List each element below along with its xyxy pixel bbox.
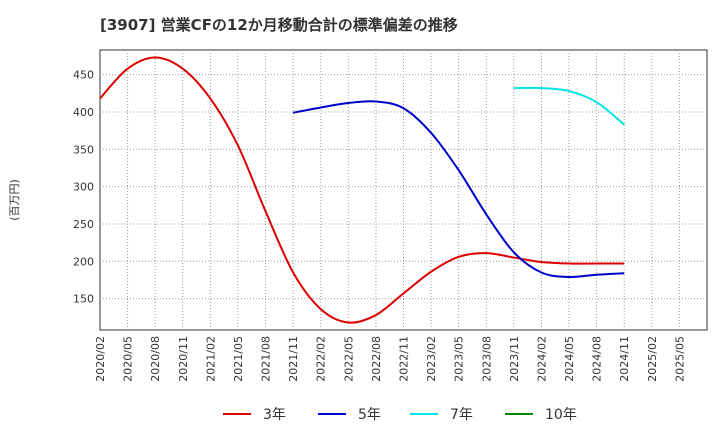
y-tick-label: 250 <box>73 218 94 231</box>
series-line-2 <box>292 100 625 279</box>
legend-label-1: 3年 <box>263 407 286 423</box>
series-line-3 <box>513 86 625 126</box>
y-tick-label: 200 <box>73 255 94 268</box>
x-tick-label: 2024/08 <box>591 336 604 382</box>
y-axis: 150 200 250 300 350 400 450 <box>73 69 94 306</box>
series-lines <box>99 56 625 324</box>
x-tick-label: 2024/05 <box>563 336 576 382</box>
x-tick-label: 2023/05 <box>453 336 466 382</box>
x-tick-label: 2021/11 <box>287 336 300 382</box>
x-tick-label: 2023/08 <box>480 336 493 382</box>
legend-label-2: 5年 <box>358 407 381 423</box>
plot-area <box>99 49 708 331</box>
legend-label-3: 7年 <box>450 407 473 423</box>
x-tick-label: 2022/02 <box>315 336 328 382</box>
x-tick-label: 2021/05 <box>232 336 245 382</box>
legend: 3年 5年 7年 10年 <box>223 407 577 423</box>
y-tick-label: 400 <box>73 106 94 119</box>
x-tick-label: 2025/02 <box>646 336 659 382</box>
x-tick-label: 2024/02 <box>535 336 548 382</box>
x-tick-label: 2020/02 <box>94 336 107 382</box>
x-axis: 2020/02 2020/05 2020/08 2020/11 2021/02 2021/… <box>94 336 686 382</box>
chart-title: [3907] 営業CFの12か月移動合計の標準偏差の推移 <box>100 16 458 34</box>
y-tick-label: 450 <box>73 69 94 82</box>
legend-label-4: 10年 <box>545 407 577 423</box>
x-tick-label: 2022/08 <box>370 336 383 382</box>
x-tick-label: 2020/11 <box>177 336 190 382</box>
x-tick-label: 2023/11 <box>508 336 521 382</box>
y-tick-label: 150 <box>73 293 94 306</box>
x-tick-label: 2024/11 <box>618 336 631 382</box>
x-tick-label: 2021/02 <box>204 336 217 382</box>
x-tick-label: 2022/11 <box>398 336 411 382</box>
y-axis-label: (百万円) <box>8 179 21 221</box>
grid <box>100 50 707 330</box>
x-tick-label: 2023/02 <box>425 336 438 382</box>
y-tick-label: 300 <box>73 181 94 194</box>
x-tick-label: 2020/08 <box>149 336 162 382</box>
series-line-1 <box>99 56 625 324</box>
x-tick-label: 2025/05 <box>673 336 686 382</box>
x-tick-label: 2021/08 <box>260 336 273 382</box>
y-tick-label: 350 <box>73 143 94 156</box>
x-tick-label: 2020/05 <box>122 336 135 382</box>
x-tick-label: 2022/05 <box>342 336 355 382</box>
